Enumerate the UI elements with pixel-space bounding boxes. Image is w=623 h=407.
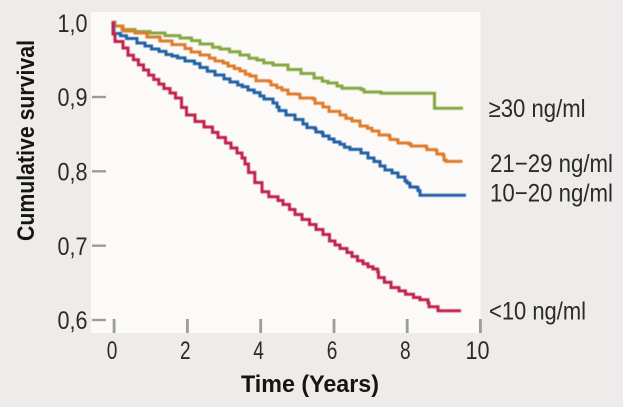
- svg-text:4: 4: [253, 337, 264, 365]
- svg-text:0,6: 0,6: [58, 307, 88, 335]
- svg-text:Time (Years): Time (Years): [241, 371, 379, 398]
- svg-text:1,0: 1,0: [58, 10, 88, 38]
- svg-text:21−29 ng/ml: 21−29 ng/ml: [490, 150, 613, 178]
- svg-text:<10 ng/ml: <10 ng/ml: [489, 297, 586, 325]
- svg-text:0: 0: [107, 337, 118, 365]
- svg-text:Cumulative survival: Cumulative survival: [13, 40, 40, 241]
- svg-text:10−20 ng/ml: 10−20 ng/ml: [490, 179, 613, 207]
- svg-text:10: 10: [466, 337, 490, 365]
- svg-text:0,8: 0,8: [58, 158, 88, 186]
- svg-text:8: 8: [400, 337, 411, 365]
- svg-text:0,7: 0,7: [58, 233, 88, 261]
- svg-text:6: 6: [327, 337, 338, 365]
- svg-text:0,9: 0,9: [58, 84, 88, 112]
- svg-text:2: 2: [180, 337, 191, 365]
- svg-text:≥30 ng/ml: ≥30 ng/ml: [489, 95, 586, 123]
